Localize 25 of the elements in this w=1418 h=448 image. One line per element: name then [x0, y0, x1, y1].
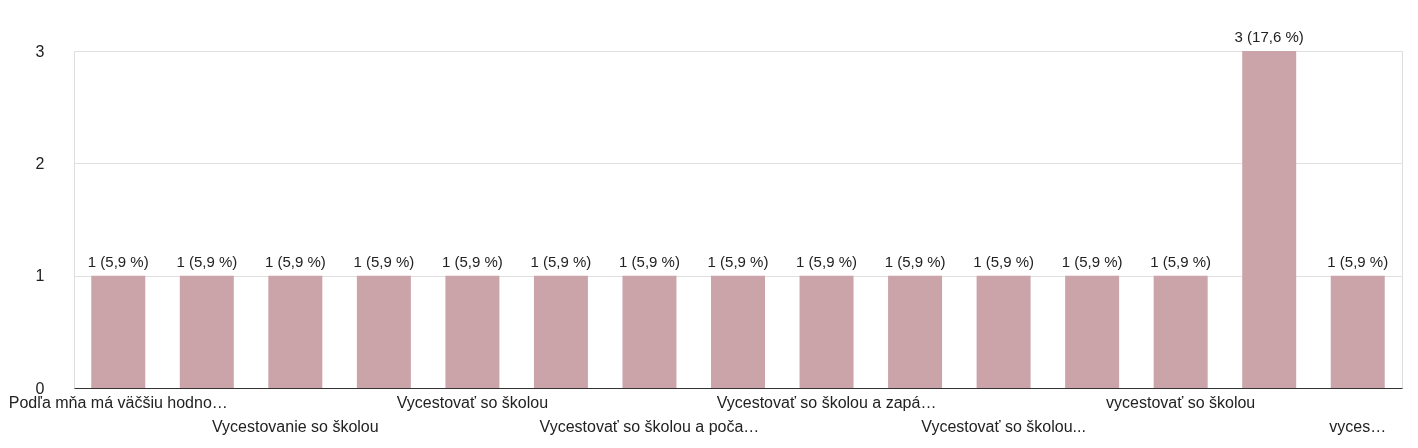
- y-tick-label: 3: [35, 42, 45, 60]
- y-tick-label: 2: [35, 154, 45, 172]
- data-label: 1 (5,9 %): [87, 252, 149, 270]
- data-label: 1 (5,9 %): [1327, 252, 1389, 270]
- x-tick-label: Vycestovanie so školou: [212, 417, 379, 435]
- x-tick-label: Vycestovať so školou: [396, 393, 549, 411]
- x-tick-label: vyces…: [1329, 417, 1387, 435]
- y-tick-label: 1: [35, 267, 45, 285]
- x-tick-label: vycestovať so školou: [1106, 393, 1256, 411]
- x-tick-label: Vycestovať so školou a poča…: [539, 417, 760, 435]
- data-label: 1 (5,9 %): [1150, 252, 1212, 270]
- data-label: 1 (5,9 %): [619, 252, 680, 270]
- data-label: 1 (5,9 %): [264, 252, 326, 270]
- data-label: 1 (5,9 %): [884, 252, 946, 270]
- data-label: 3 (17,6 %): [1234, 28, 1304, 45]
- x-tick-label: Vycestovať so školou a zapá…: [716, 393, 937, 411]
- data-label: 1 (5,9 %): [441, 252, 503, 270]
- data-label: 1 (5,9 %): [1061, 252, 1123, 270]
- data-label: 1 (5,9 %): [796, 252, 857, 270]
- data-label: 1 (5,9 %): [973, 252, 1035, 270]
- data-label: 1 (5,9 %): [353, 252, 415, 270]
- data-label: 1 (5,9 %): [707, 252, 769, 270]
- x-tick-label: Vycestovať so školou...: [921, 417, 1086, 435]
- data-label: 1 (5,9 %): [530, 252, 592, 270]
- data-label: 1 (5,9 %): [176, 252, 238, 270]
